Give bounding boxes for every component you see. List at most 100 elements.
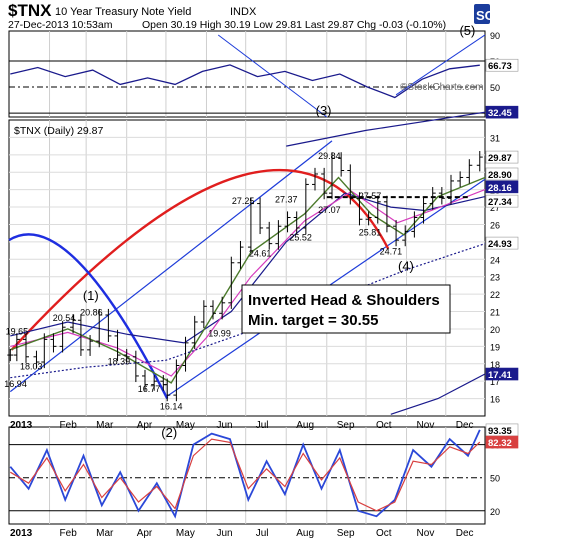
price-y-tick-10: 26 — [490, 220, 500, 230]
price-y-tick-0: 16 — [490, 395, 500, 405]
bottom-last-value-tag-0: 93.35 — [488, 426, 512, 437]
bottom-y-tick-1: 50 — [490, 474, 500, 484]
price-panel-frame — [8, 119, 486, 417]
price-y-tick-7: 23 — [490, 273, 500, 283]
quote-line: Open 30.19 High 30.19 Low 29.81 Last 29.… — [142, 19, 446, 31]
upper-envelope-line — [286, 111, 486, 147]
annotation-15: 27.57 — [359, 191, 382, 201]
top-last-value-tag: 66.73 — [488, 61, 512, 72]
price-x-tick-5: Jun — [216, 420, 232, 431]
price-last-value-tag-4: 27.34 — [488, 197, 512, 208]
price-x-tick-7: Aug — [296, 420, 314, 431]
price-x-tick-4: May — [176, 420, 195, 431]
bottom-x-tick-3: Apr — [137, 528, 153, 539]
symbol-label: $TNX — [8, 1, 52, 20]
watermark: ©StockCharts.com — [400, 82, 484, 93]
price-y-tick-3: 19 — [490, 342, 500, 352]
price-x-tick-3: Apr — [137, 420, 153, 431]
annotation-16: 25.81 — [359, 227, 382, 237]
annotation-6: 16.77 — [138, 384, 161, 394]
top-last-value-tag-box — [485, 58, 519, 72]
price-y-tick-11: 27 — [490, 203, 500, 213]
price-y-tick-15: 31 — [490, 133, 500, 143]
annotation-7: 16.14 — [160, 402, 183, 412]
annotation-1: 18.03 — [20, 362, 43, 372]
callout-line-1: Inverted Head & Shoulders — [248, 292, 440, 309]
bottom-x-tick-4: May — [176, 528, 195, 539]
bottom-x-tick-2: Mar — [96, 528, 114, 539]
top-oscillator-line — [10, 64, 480, 99]
bottom-panel-frame — [8, 426, 486, 525]
annotation-12: 25.52 — [289, 233, 312, 243]
top-y-tick-0: 90 — [490, 31, 500, 41]
annotation-4: 20.86 — [80, 308, 103, 318]
callout-line-2: Min. target = 30.55 — [248, 312, 378, 329]
overlay-layer — [8, 34, 486, 415]
price-last-value-tag-4-box — [485, 194, 519, 208]
exchange-label: INDX — [230, 6, 257, 18]
price-x-tick-8: Sep — [337, 420, 355, 431]
annotation-0: 19.65 — [6, 327, 29, 337]
timestamp-label: 27-Dec-2013 10:53am — [8, 19, 113, 31]
series-layer — [7, 64, 483, 519]
value-tag-layer: 66.73 32.45 29.87 28.90 28.16 27.34 24.93 17.41… — [485, 58, 519, 449]
price-last-value-tag-0: 32.45 — [488, 108, 512, 119]
price-y-tick-5: 21 — [490, 308, 500, 318]
price-last-value-tag-2-box — [485, 167, 519, 181]
bottom-x-tick-0: 2013 — [10, 528, 33, 539]
price-x-tick-2: Mar — [96, 420, 114, 431]
price-last-value-tag-6: 17.41 — [488, 370, 512, 381]
annotation-13: 27.07 — [318, 205, 341, 215]
price-x-tick-1: Feb — [60, 420, 78, 431]
red-cycle-arc — [10, 169, 390, 351]
ma-long-line — [10, 192, 486, 344]
annotation-19: (2) — [161, 425, 177, 440]
inverted-head-shoulders-callout: Inverted Head & Shoulders Min. target = … — [241, 284, 451, 334]
price-x-tick-9: Oct — [376, 420, 392, 431]
annotation-3: 20.54 — [53, 313, 76, 323]
price-last-value-tag-1-box — [485, 150, 519, 164]
top-panel-channel-line-2 — [217, 34, 328, 118]
price-last-value-tag-3: 28.16 — [488, 183, 512, 194]
annotation-9: 27.25 — [232, 196, 255, 206]
price-last-value-tag-5-box — [485, 236, 519, 250]
annotation-21: (4) — [398, 258, 414, 273]
annotation-11: 27.37 — [275, 194, 298, 204]
bottom-y-tick-2: 20 — [490, 507, 500, 517]
lower-envelope-line — [390, 373, 486, 415]
top-y-tick-2: 50 — [490, 83, 500, 93]
price-last-value-tag-1: 29.87 — [488, 153, 512, 164]
price-y-tick-1: 17 — [490, 377, 500, 387]
price-x-tick-0: 2013 — [10, 420, 33, 431]
annotation-14: 29.84 — [318, 151, 341, 161]
annotation-22: (5) — [459, 23, 475, 38]
bottom-x-tick-10: Nov — [417, 528, 435, 539]
bottom-x-tick-1: Feb — [60, 528, 78, 539]
instrument-name: 10 Year Treasury Note Yield — [55, 6, 191, 18]
bottom-last-value-tag-1: 82.32 — [488, 438, 512, 449]
top-panel-frame — [8, 30, 486, 118]
upper-channel-line — [9, 140, 333, 393]
annotation-10: 24.61 — [249, 248, 272, 258]
blue-cycle-arc — [8, 233, 169, 400]
ma-short-line — [10, 176, 486, 384]
price-y-tick-2: 18 — [490, 360, 500, 370]
price-y-tick-4: 20 — [490, 325, 500, 335]
top-panel-channel-line-1 — [395, 34, 486, 96]
price-x-tick-11: Dec — [456, 420, 474, 431]
price-last-value-tag-6-box — [485, 367, 519, 381]
bottom-x-tick-9: Oct — [376, 528, 392, 539]
price-last-value-tag-5: 24.93 — [488, 239, 512, 250]
annotation-8: 19.99 — [208, 328, 231, 338]
annotation-17: 24.71 — [380, 247, 403, 257]
bottom-x-tick-11: Dec — [456, 528, 474, 539]
bottom-x-tick-7: Aug — [296, 528, 314, 539]
bottom-oscillator-line-0 — [9, 429, 481, 519]
price-last-value-tag-0-box — [485, 105, 519, 119]
price-y-tick-6: 22 — [490, 290, 500, 300]
price-x-tick-6: Jul — [256, 420, 269, 431]
price-last-value-tag-2: 28.90 — [488, 170, 512, 181]
bottom-x-tick-8: Sep — [337, 528, 355, 539]
price-panel-title: $TNX (Daily) 29.87 — [14, 125, 103, 137]
